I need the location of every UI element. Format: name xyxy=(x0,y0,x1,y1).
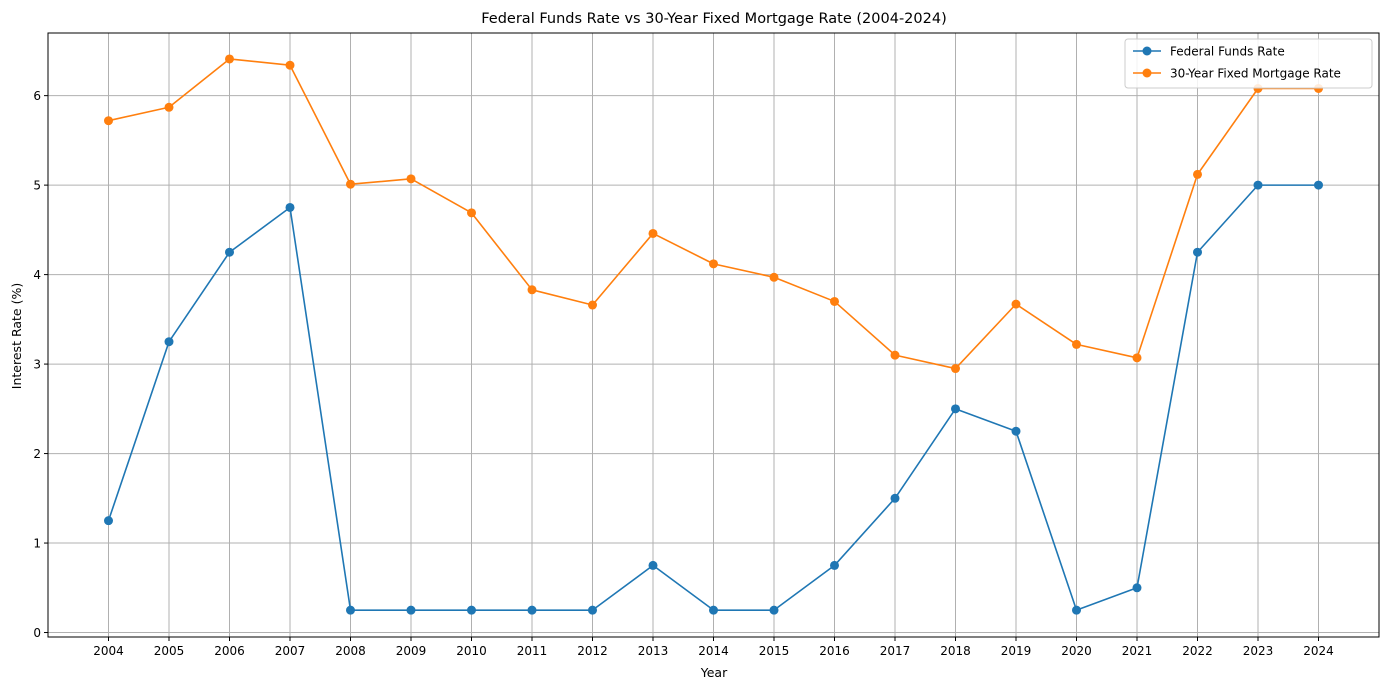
x-tick-label: 2020 xyxy=(1061,644,1092,658)
x-tick-label: 2010 xyxy=(456,644,487,658)
data-point xyxy=(709,259,718,269)
data-point xyxy=(890,493,900,503)
chart-title: Federal Funds Rate vs 30-Year Fixed Mort… xyxy=(481,11,947,27)
data-point xyxy=(769,605,779,615)
data-point xyxy=(285,60,295,70)
data-point xyxy=(1253,180,1263,190)
data-point xyxy=(527,285,537,295)
data-point xyxy=(346,179,355,189)
data-point xyxy=(830,560,839,570)
x-tick-label: 2023 xyxy=(1243,644,1274,658)
grid xyxy=(48,33,1379,637)
data-point xyxy=(1132,583,1142,593)
plot-frame xyxy=(47,32,1380,638)
x-tick-label: 2019 xyxy=(1001,644,1032,658)
legend-box xyxy=(1124,38,1373,89)
x-tick-label: 2017 xyxy=(880,644,911,658)
data-point xyxy=(588,300,597,310)
legend-label: Federal Funds Rate xyxy=(1170,45,1285,59)
data-point xyxy=(225,247,234,257)
y-tick-label: 6 xyxy=(33,89,41,103)
data-point xyxy=(406,174,416,184)
x-tick-label: 2008 xyxy=(335,644,366,658)
data-point xyxy=(285,202,295,212)
y-tick-label: 0 xyxy=(33,626,41,640)
x-tick-label: 2004 xyxy=(93,644,124,658)
data-point xyxy=(830,296,839,306)
series-lines xyxy=(104,54,1323,615)
y-tick-label: 3 xyxy=(33,358,41,372)
data-point xyxy=(467,605,476,615)
x-tick-label: 2024 xyxy=(1303,644,1334,658)
x-tick-label: 2009 xyxy=(396,644,427,658)
legend-marker xyxy=(1142,68,1152,78)
data-point xyxy=(164,337,174,347)
axis-ticks: 2004 2005 2006 2007 2008 2009 2010 2011 2012 2013… xyxy=(33,89,1333,658)
data-point xyxy=(769,272,779,282)
data-point xyxy=(648,560,658,570)
data-point xyxy=(951,364,960,374)
y-tick-label: 2 xyxy=(33,447,41,461)
data-point xyxy=(890,350,900,360)
legend-marker xyxy=(1142,46,1152,56)
data-point xyxy=(951,404,960,414)
data-point xyxy=(709,605,718,615)
x-tick-label: 2016 xyxy=(819,644,850,658)
y-tick-label: 4 xyxy=(33,268,41,282)
x-tick-label: 2006 xyxy=(214,644,245,658)
y-tick-label: 1 xyxy=(33,537,41,551)
legend-label: 30-Year Fixed Mortgage Rate xyxy=(1170,67,1341,81)
data-point xyxy=(527,605,537,615)
x-axis-label: Year xyxy=(700,665,728,680)
series-1 xyxy=(104,180,1323,615)
x-tick-label: 2013 xyxy=(638,644,669,658)
data-point xyxy=(648,228,658,238)
data-point xyxy=(1193,247,1202,257)
x-tick-label: 2015 xyxy=(759,644,790,658)
x-tick-label: 2022 xyxy=(1182,644,1213,658)
x-tick-label: 2005 xyxy=(154,644,185,658)
data-point xyxy=(1314,180,1323,190)
data-point xyxy=(1132,353,1142,363)
data-point xyxy=(467,208,476,218)
y-axis-label: Interest Rate (%) xyxy=(9,283,24,389)
legend: Federal Funds Rate 30-Year Fixed Mortgage… xyxy=(1124,38,1373,89)
data-point xyxy=(406,605,416,615)
series-2 xyxy=(104,54,1323,374)
data-point xyxy=(1193,169,1202,179)
data-point xyxy=(1011,426,1021,436)
x-tick-label: 2018 xyxy=(940,644,971,658)
data-point xyxy=(588,605,597,615)
y-tick-label: 5 xyxy=(33,179,41,193)
data-point xyxy=(104,516,113,526)
x-tick-label: 2021 xyxy=(1122,644,1153,658)
data-point xyxy=(104,116,113,126)
x-tick-label: 2011 xyxy=(517,644,548,658)
x-tick-label: 2014 xyxy=(698,644,729,658)
data-point xyxy=(1072,605,1081,615)
data-point xyxy=(1011,299,1021,309)
x-tick-label: 2007 xyxy=(275,644,306,658)
data-point xyxy=(164,102,174,112)
x-tick-label: 2012 xyxy=(577,644,608,658)
data-point xyxy=(1072,339,1081,349)
data-point xyxy=(346,605,355,615)
data-point xyxy=(225,54,234,64)
